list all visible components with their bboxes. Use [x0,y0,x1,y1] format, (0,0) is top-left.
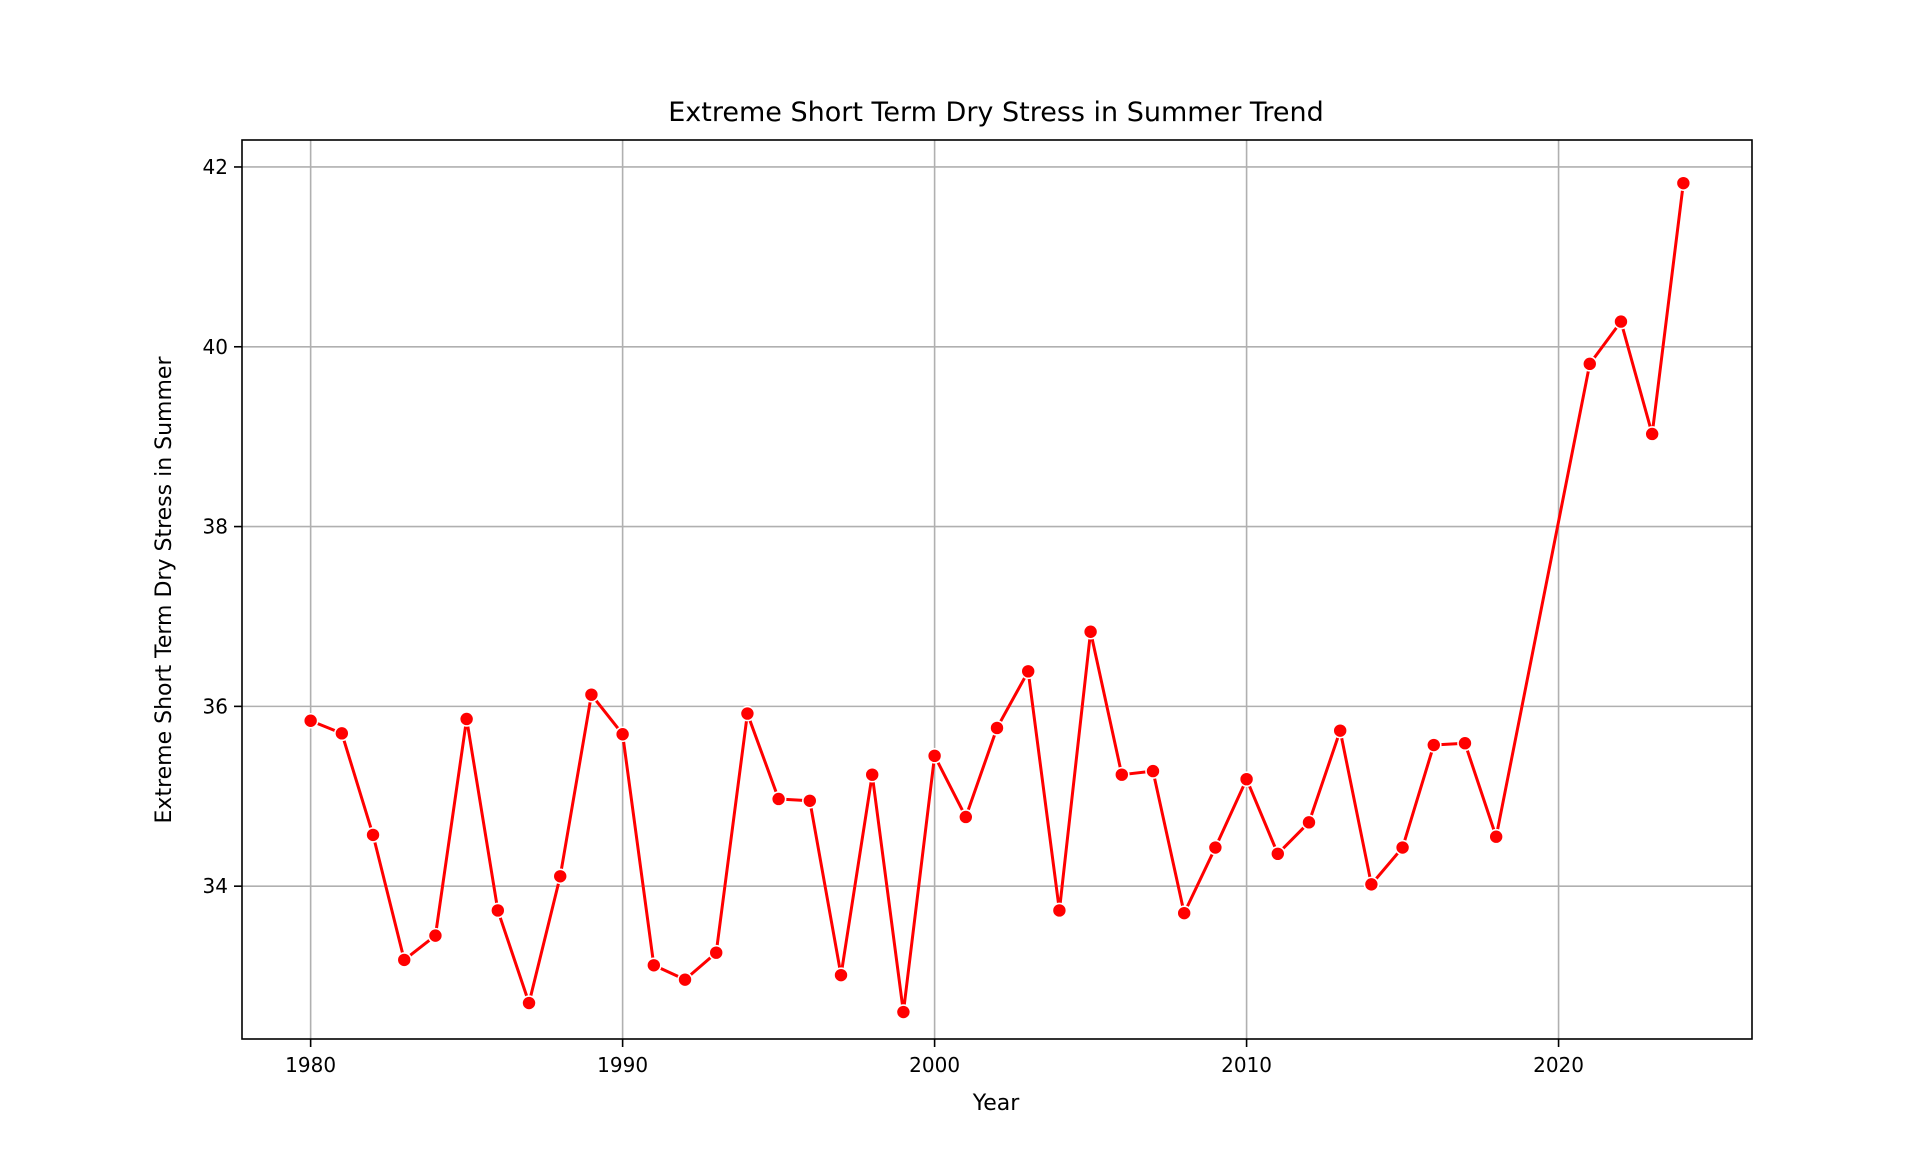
y-tick-label: 40 [203,335,228,359]
data-point [677,971,693,988]
x-axis-label: Year [972,1091,1021,1116]
data-point [396,952,413,968]
data-point [1613,313,1629,330]
data-point [458,711,475,727]
data-point [365,827,381,843]
y-tick-label: 34 [203,874,228,898]
data-point [490,902,506,919]
x-tick-label: 2020 [1533,1053,1584,1077]
data-point [302,712,319,729]
data-point [708,944,725,961]
data-point [926,748,943,764]
x-tick-label: 2000 [909,1053,960,1077]
data-point [1145,763,1161,779]
data-point [1644,426,1660,442]
chart-title: Extreme Short Term Dry Stress in Summer … [668,97,1324,128]
data-point [1425,737,1442,753]
data-point [1394,839,1411,856]
y-axis: 34 36 38 40 42 [203,155,242,898]
data-point [1269,846,1286,862]
data-point [646,957,662,974]
data-point [334,725,350,742]
x-axis: 1980 1990 2000 2010 2020 [285,1039,1584,1077]
data-point [1488,828,1504,845]
data-point [895,1004,912,1020]
data-point [552,868,569,885]
data-point [1020,663,1036,680]
data-point [1082,623,1099,640]
data-point [1238,771,1255,787]
data-point [1675,175,1692,191]
y-tick-label: 42 [203,155,228,179]
y-tick-label: 36 [203,694,228,718]
data-point [427,927,444,944]
data-point [958,809,974,825]
data-point [1457,735,1473,752]
series-layer [302,175,1692,1020]
data-point [583,686,600,703]
data-point [521,995,537,1011]
x-tick-label: 1990 [597,1053,648,1077]
data-point [864,766,881,783]
plot-frame [241,139,1753,1040]
data-point [989,720,1005,736]
data-point [1051,902,1068,919]
x-tick-label: 2010 [1221,1053,1272,1077]
data-point [1207,839,1224,856]
data-point [802,792,818,809]
data-point [739,705,756,722]
data-point [614,726,631,743]
data-point [770,791,787,807]
y-axis-label: Extreme Short Term Dry Stress in Summer [152,356,177,824]
data-point [1301,814,1317,831]
y-tick-label: 38 [203,515,228,539]
data-point [1363,876,1380,893]
x-tick-label: 1980 [285,1053,336,1077]
data-point [1332,722,1348,739]
data-point [1113,766,1130,783]
data-point [1581,356,1598,372]
data-point [1176,905,1192,921]
data-point [833,967,849,983]
